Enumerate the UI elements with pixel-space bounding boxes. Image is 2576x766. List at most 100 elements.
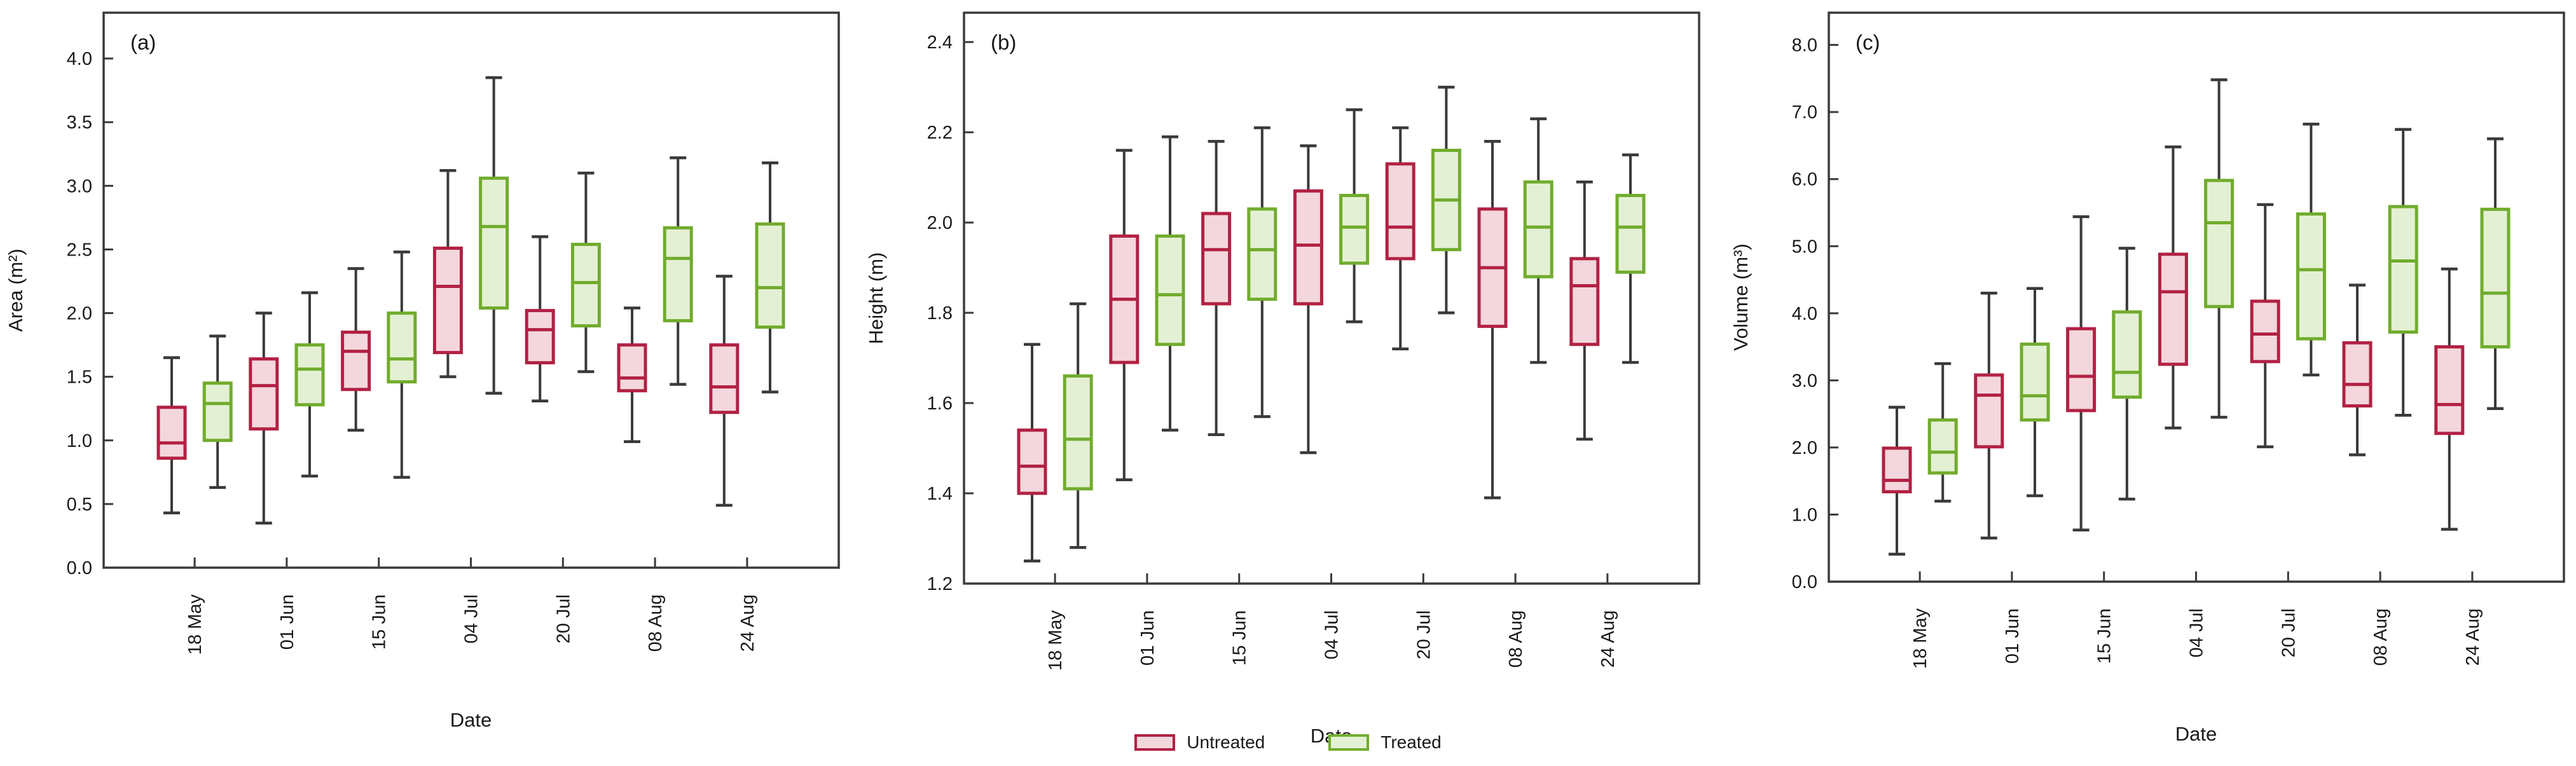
box--b--treated-18-may bbox=[1063, 302, 1093, 549]
panel-letter: (c) bbox=[1856, 31, 1880, 54]
iqr-box bbox=[1201, 212, 1232, 306]
y-tick-label: 2.2 bbox=[927, 123, 953, 143]
x-tick-label: 20 Jul bbox=[2278, 608, 2299, 657]
legend-item-untreated: Untreated bbox=[1134, 732, 1265, 753]
box--c--untreated-01-jun bbox=[1974, 291, 2004, 540]
box--b--untreated-15-jun bbox=[1201, 140, 1232, 436]
treated-swatch-icon bbox=[1328, 734, 1370, 751]
iqr-box bbox=[755, 222, 785, 329]
iqr-box bbox=[1523, 180, 1553, 278]
y-tick-label: 5.0 bbox=[1792, 236, 1817, 257]
y-tick-label: 7.0 bbox=[1792, 102, 1817, 123]
y-tick-label: 8.0 bbox=[1792, 36, 1817, 56]
iqr-box bbox=[2296, 212, 2326, 341]
panel--c-: 0.0 1.0 2.0 3.0 4.0 5.0 6.0 7.0 8.0 Volume (m³) (c… bbox=[1730, 11, 2565, 745]
box--a--untreated-04-jul bbox=[432, 169, 463, 378]
iqr-box bbox=[294, 343, 325, 407]
box--b--untreated-18-may bbox=[1017, 343, 1047, 563]
iqr-box bbox=[1293, 189, 1323, 306]
iqr-box bbox=[2112, 310, 2142, 399]
iqr-box bbox=[1569, 257, 1600, 346]
y-tick-label: 0.0 bbox=[67, 558, 92, 578]
iqr-box bbox=[2250, 299, 2280, 364]
x-axis-title: Date bbox=[2175, 723, 2217, 745]
iqr-box bbox=[1615, 194, 1646, 274]
y-tick-label: 3.0 bbox=[67, 176, 92, 196]
x-axis-title: Date bbox=[450, 709, 492, 731]
iqr-box bbox=[156, 406, 187, 460]
panel-letter: (b) bbox=[991, 31, 1016, 54]
y-tick-label: 2.0 bbox=[927, 213, 953, 233]
legend-label-treated: Treated bbox=[1381, 732, 1442, 752]
x-tick-label: 15 Jun bbox=[1230, 610, 1250, 666]
box--c--treated-15-jun bbox=[2112, 247, 2142, 501]
y-axis: 0.0 1.0 2.0 3.0 4.0 5.0 6.0 7.0 8.0 bbox=[1792, 36, 1838, 592]
x-tick-label: 08 Aug bbox=[2371, 608, 2391, 666]
y-tick-label: 1.8 bbox=[927, 303, 953, 324]
box--a--treated-24-aug bbox=[755, 161, 785, 393]
iqr-box bbox=[663, 226, 693, 323]
y-tick-label: 4.0 bbox=[1792, 304, 1817, 324]
box--b--treated-04-jul bbox=[1339, 108, 1370, 324]
iqr-box bbox=[1017, 428, 1047, 495]
box--c--treated-24-aug bbox=[2480, 137, 2511, 410]
y-tick-label: 0.0 bbox=[1792, 572, 1817, 592]
iqr-box bbox=[617, 343, 647, 393]
box--b--treated-20-jul bbox=[1431, 85, 1461, 315]
box--a--untreated-20-jul bbox=[525, 235, 555, 402]
y-tick-label: 1.0 bbox=[1792, 505, 1817, 525]
x-tick-label: 01 Jun bbox=[277, 594, 298, 650]
box--c--untreated-24-aug bbox=[2434, 267, 2465, 531]
iqr-box bbox=[1882, 446, 1912, 494]
iqr-box bbox=[2158, 252, 2188, 366]
box--b--untreated-24-aug bbox=[1569, 180, 1600, 441]
x-tick-label: 15 Jun bbox=[2095, 608, 2115, 664]
iqr-box bbox=[2388, 205, 2418, 334]
y-tick-label: 1.0 bbox=[67, 431, 92, 451]
iqr-box bbox=[1063, 374, 1093, 491]
iqr-box bbox=[432, 246, 463, 355]
iqr-box bbox=[1385, 162, 1415, 261]
y-tick-label: 1.4 bbox=[927, 484, 953, 504]
box--c--untreated-20-jul bbox=[2250, 203, 2280, 449]
y-tick-label: 0.5 bbox=[67, 495, 92, 515]
iqr-box bbox=[2342, 341, 2373, 407]
box--c--treated-04-jul bbox=[2204, 78, 2235, 419]
panel-letter: (a) bbox=[130, 31, 156, 54]
y-axis-title: Height (m) bbox=[865, 252, 887, 345]
x-tick-label: 08 Aug bbox=[1506, 610, 1526, 667]
y-tick-label: 3.5 bbox=[67, 113, 92, 133]
box--c--treated-20-jul bbox=[2296, 122, 2326, 377]
legend-label-untreated: Untreated bbox=[1187, 732, 1265, 752]
y-tick-label: 4.0 bbox=[67, 49, 92, 69]
y-tick-label: 1.2 bbox=[927, 574, 953, 594]
iqr-box bbox=[249, 357, 279, 431]
box--a--treated-15-jun bbox=[387, 250, 417, 479]
x-tick-label: 08 Aug bbox=[645, 594, 666, 652]
iqr-box bbox=[341, 331, 371, 392]
iqr-box bbox=[1155, 234, 1185, 346]
y-axis-title: Volume (m³) bbox=[1730, 243, 1752, 351]
y-tick-label: 3.0 bbox=[1792, 371, 1817, 391]
x-tick-label: 24 Aug bbox=[1598, 610, 1618, 667]
iqr-box bbox=[2204, 179, 2235, 308]
y-tick-label: 2.0 bbox=[1792, 438, 1817, 458]
plot-frame bbox=[102, 11, 840, 569]
y-tick-label: 2.5 bbox=[67, 240, 92, 260]
panel--b-: 1.2 1.4 1.6 1.8 2.0 2.2 2.4 Height (m) (b) 18 May… bbox=[865, 11, 1700, 747]
x-tick-label: 01 Jun bbox=[1138, 610, 1158, 666]
box--a--treated-18-may bbox=[202, 334, 233, 489]
box--c--untreated-18-may bbox=[1882, 406, 1912, 556]
box--b--untreated-04-jul bbox=[1293, 144, 1323, 455]
x-tick-label: 20 Jul bbox=[553, 594, 574, 643]
box--a--untreated-08-aug bbox=[617, 306, 647, 444]
box--b--untreated-08-aug bbox=[1477, 140, 1508, 500]
y-tick-label: 2.4 bbox=[927, 32, 953, 53]
iqr-box bbox=[1927, 418, 1958, 475]
iqr-box bbox=[2066, 327, 2097, 413]
x-axis: 18 May 01 Jun 15 Jun 04 Jul 20 Jul 08 Aug 24 A… bbox=[1045, 573, 1618, 671]
box--c--treated-08-aug bbox=[2388, 128, 2418, 417]
x-tick-label: 04 Jul bbox=[2187, 608, 2207, 657]
